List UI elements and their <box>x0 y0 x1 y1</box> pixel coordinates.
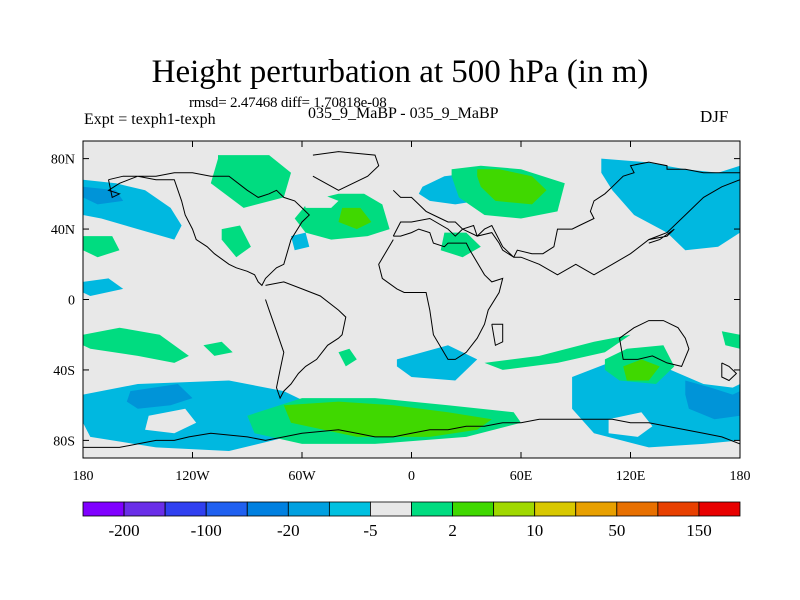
coastline-1 <box>107 172 311 287</box>
lon-tick-label: 120E <box>616 469 646 484</box>
contour-region-26 <box>283 401 492 437</box>
contour-hole-2 <box>608 412 653 437</box>
coastline-8 <box>648 228 675 244</box>
lat-tick-label: 40N <box>51 223 75 238</box>
coastlines <box>83 151 740 448</box>
contour-region-14 <box>83 236 120 258</box>
contour-hole-1 <box>302 193 339 208</box>
colorbar-label: -100 <box>191 521 222 540</box>
axis-ticks: 80N 40N 0 40S 80S 180 120W 60W 0 60E 120E 180 <box>51 141 751 484</box>
stats-label: rmsd= 2.47468 diff= 1.70818e-08 <box>189 95 387 111</box>
coastline-0 <box>83 418 740 448</box>
contour-region-17 <box>83 327 189 363</box>
colorbar-swatch <box>616 501 659 517</box>
colorbar-swatch <box>205 501 248 517</box>
colorbar-swatch <box>370 501 412 517</box>
contour-region-18 <box>203 341 233 356</box>
lat-tick-label: 0 <box>68 294 75 309</box>
lon-tick-label: 60E <box>510 469 533 484</box>
contour-region-19 <box>338 348 357 367</box>
colorbar-label: 10 <box>526 521 543 540</box>
colorbar: -200 -100 -20 -5 2 10 50 150 <box>82 501 741 540</box>
contour-region-24 <box>477 169 547 205</box>
contour-region-10 <box>83 186 124 205</box>
colorbar-swatch <box>493 501 536 517</box>
season-label: DJF <box>700 107 729 126</box>
lon-tick-label: 180 <box>730 469 751 484</box>
contour-region-3 <box>396 345 478 381</box>
colorbar-label: 50 <box>608 521 625 540</box>
colorbar-swatch <box>82 501 125 517</box>
contour-region-21 <box>484 334 631 370</box>
coastline-6 <box>619 320 690 367</box>
colorbar-swatch <box>452 501 495 517</box>
contour-hole-0 <box>145 408 197 434</box>
colorbar-swatch <box>534 501 577 517</box>
coastline-4 <box>378 228 504 360</box>
colorbar-swatch <box>411 501 453 517</box>
contour-region-27 <box>623 359 660 381</box>
colorbar-label: 150 <box>686 521 712 540</box>
contour-region-13 <box>221 225 251 258</box>
colorbar-label: -20 <box>277 521 300 540</box>
coastline-9 <box>491 323 504 347</box>
contour-region-5 <box>601 158 740 251</box>
lat-tick-label: 40S <box>53 364 75 379</box>
shaded-contours <box>83 155 740 451</box>
lon-tick-label: 60W <box>288 469 316 484</box>
coastline-2 <box>265 281 347 400</box>
experiment-label: Expt = texph1-texph <box>84 111 216 128</box>
contour-region-23 <box>721 331 740 349</box>
colorbar-swatch <box>575 501 618 517</box>
colorbar-swatch <box>287 501 330 517</box>
contour-region-9 <box>685 380 740 420</box>
colorbar-swatch <box>246 501 289 517</box>
contour-region-1 <box>83 278 124 296</box>
colorbar-swatch <box>123 501 166 517</box>
lat-tick-label: 80N <box>51 153 75 168</box>
contour-region-7 <box>291 232 310 251</box>
lon-tick-label: 0 <box>408 469 415 484</box>
colorbar-label: -5 <box>363 521 377 540</box>
lon-tick-label: 120W <box>175 469 210 484</box>
center-label: 035_9_MaBP - 035_9_MaBP <box>308 105 499 122</box>
contour-region-11 <box>210 155 291 208</box>
coastline-5 <box>392 161 740 276</box>
colorbar-swatch <box>164 501 207 517</box>
colorbar-label: 2 <box>448 521 457 540</box>
contour-region-25 <box>338 207 372 230</box>
plot-title: Height perturbation at 500 hPa (in m) <box>151 54 649 90</box>
colorbar-swatch <box>657 501 700 517</box>
contour-region-8 <box>126 384 193 409</box>
lon-tick-label: 180 <box>73 469 94 484</box>
colorbar-swatch <box>328 501 371 517</box>
colorbar-swatch <box>698 501 741 517</box>
colorbar-label: -200 <box>108 521 139 540</box>
coastline-3 <box>312 151 380 191</box>
lat-tick-label: 80S <box>53 434 75 449</box>
coastline-7 <box>721 362 738 382</box>
